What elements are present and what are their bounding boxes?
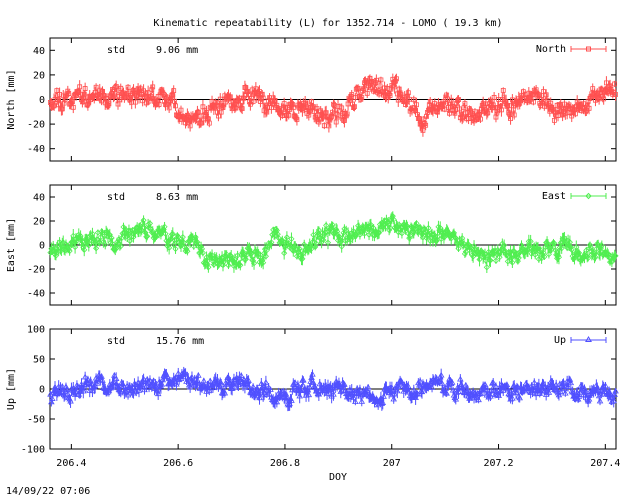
east-std-label: std [107,192,125,203]
north-point [530,99,536,105]
north-ytick-label: -40 [27,144,45,155]
east-error-bars [49,211,617,274]
xtick-label: 206.4 [56,458,86,469]
north-point [411,97,417,103]
north-point [138,86,144,92]
north-point [462,101,468,107]
east-ytick-label: 20 [33,217,45,228]
north-point [541,89,546,95]
north-point [241,95,247,101]
north-legend-label: North [536,44,566,55]
east-ytick-label: 0 [39,241,45,252]
north-point [551,117,557,123]
north-point [166,105,172,111]
north-point [333,119,339,125]
north-point [448,97,454,103]
north-panel: -40 -20 0 20 40 North [mm] std 9.06 mm North [6,37,618,162]
north-point [132,99,138,105]
footer-timestamp: 14/09/22 07:06 [6,486,90,496]
north-point [65,88,71,94]
north-point [420,127,426,133]
north-point [491,95,497,100]
north-point [395,97,401,103]
north-point [173,103,178,109]
north-point [485,110,491,116]
north-point [442,106,448,112]
xtick-label: 206.6 [163,458,193,469]
xtick-label: 206.8 [270,458,300,469]
north-point [543,92,549,98]
north-point [150,84,156,90]
north-point [511,112,517,118]
up-error-bars [49,366,617,412]
north-point [405,90,411,96]
north-point [607,83,613,89]
up-ytick-label: -100 [21,445,45,456]
xtick-label: 207 [383,458,401,469]
north-ytick-label: 40 [33,46,45,57]
north-point [77,84,83,90]
north-point [111,92,117,98]
north-std-label: std [107,45,125,56]
north-legend-marker [586,46,591,52]
north-point [125,84,131,90]
north-point [82,86,88,91]
north-point [423,122,429,128]
north-error-bars [49,73,617,137]
east-y-axis-label: East [mm] [6,218,17,272]
x-axis-label: DOY [329,472,347,483]
north-ytick-label: -20 [27,120,45,131]
north-point [70,104,76,110]
north-y-axis-label: North [mm] [6,69,17,129]
north-point [95,92,101,98]
east-std-value: 8.63 mm [156,192,198,203]
east-panel: -40 -20 0 20 40 East [mm] std 8.63 mm East [6,184,619,306]
north-point [55,97,61,102]
north-point [321,123,327,129]
north-point [364,90,370,96]
north-point [148,94,154,99]
east-legend-marker [585,192,592,200]
east-ytick-label: -40 [27,289,45,300]
up-ytick-label: -50 [27,415,45,426]
north-point [566,102,572,108]
up-ytick-label: 0 [39,385,45,396]
north-point [612,81,618,87]
north-point [378,77,384,83]
up-legend-marker [585,336,592,342]
north-ytick-label: 0 [39,95,45,106]
up-ytick-label: 100 [27,325,45,336]
up-legend-label: Up [554,335,566,346]
north-ytick-label: 20 [33,70,45,81]
east-ytick-label: 40 [33,193,45,204]
chart-title: Kinematic repeatability (L) for 1352.714… [153,18,502,29]
up-panel: -100 -50 0 50 100 Up [mm] std 15.76 mm Up [6,325,619,456]
north-point [352,94,358,100]
north-point [172,98,178,104]
north-point [483,101,489,107]
up-ytick-label: 50 [33,355,45,366]
north-point [373,77,379,83]
north-point [330,109,335,115]
up-y-axis-label: Up [mm] [6,368,17,410]
east-legend-label: East [542,191,566,202]
east-ytick-label: -20 [27,265,45,276]
north-point [114,94,120,100]
xtick-label: 207.4 [590,458,620,469]
north-std-value: 9.06 mm [156,45,198,56]
north-point [488,97,493,103]
up-std-label: std [107,336,125,347]
north-point [342,118,347,123]
north-point [218,109,224,115]
north-point [427,99,433,104]
north-point [500,87,506,93]
north-point [478,116,483,122]
up-std-value: 15.76 mm [156,336,204,347]
xtick-label: 207.2 [483,458,513,469]
north-point [394,76,399,82]
